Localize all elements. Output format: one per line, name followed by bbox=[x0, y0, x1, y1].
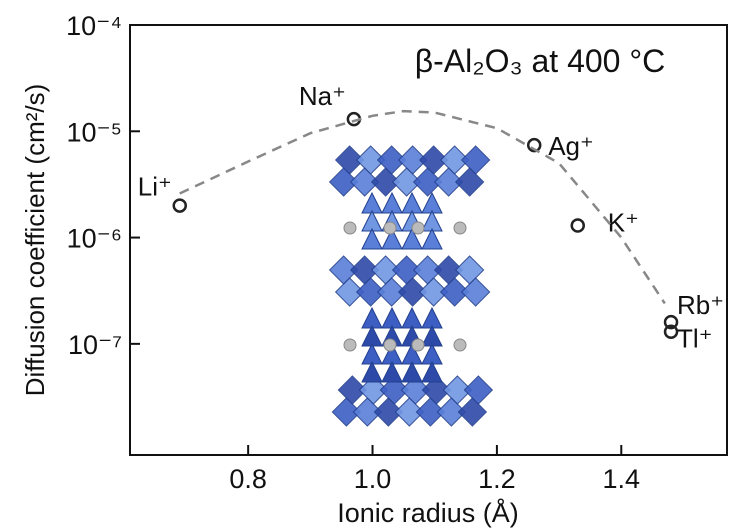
sphere bbox=[344, 339, 356, 351]
sphere bbox=[454, 339, 466, 351]
sphere bbox=[384, 339, 396, 351]
polyhedron bbox=[458, 398, 486, 426]
point-label: Rb⁺ bbox=[677, 290, 724, 320]
polyhedron bbox=[382, 362, 402, 382]
chart: β-Al₂O₃ at 400 °C Ionic radius (Å) Diffu… bbox=[0, 0, 731, 528]
polyhedron bbox=[456, 256, 484, 284]
polyhedron bbox=[422, 362, 442, 382]
polyhedron bbox=[422, 229, 442, 249]
y-tick-label: 10⁻⁴ bbox=[66, 11, 122, 41]
point-label: Li⁺ bbox=[138, 172, 172, 202]
x-tick-label: 1.2 bbox=[478, 464, 516, 494]
polyhedron bbox=[362, 362, 382, 382]
data-point bbox=[572, 219, 584, 231]
sphere bbox=[344, 222, 356, 234]
sphere bbox=[384, 222, 396, 234]
point-label: Ag⁺ bbox=[548, 131, 594, 161]
polyhedron bbox=[462, 278, 490, 306]
y-tick-label: 10⁻⁶ bbox=[67, 224, 122, 254]
sphere bbox=[454, 222, 466, 234]
point-label: Tl⁺ bbox=[677, 324, 712, 354]
y-tick-label: 10⁻⁵ bbox=[67, 117, 122, 147]
y-axis-label: Diffusion coefficient (cm²/s) bbox=[20, 84, 50, 397]
x-axis-label: Ionic radius (Å) bbox=[337, 497, 519, 528]
data-point bbox=[174, 200, 186, 212]
point-label: Na⁺ bbox=[299, 81, 346, 111]
crystal-structure bbox=[330, 146, 493, 426]
polyhedron bbox=[456, 168, 484, 196]
x-tick-label: 1.4 bbox=[603, 464, 641, 494]
polyhedron bbox=[464, 376, 492, 404]
chart-title: β-Al₂O₃ at 400 °C bbox=[415, 43, 666, 79]
x-tick-label: 0.8 bbox=[229, 464, 267, 494]
sphere bbox=[412, 222, 424, 234]
polyhedron bbox=[402, 362, 422, 382]
point-label: K⁺ bbox=[608, 207, 639, 237]
y-tick-label: 10⁻⁷ bbox=[68, 330, 122, 360]
polyhedron bbox=[462, 146, 490, 174]
sphere bbox=[412, 339, 424, 351]
polyhedron bbox=[362, 229, 382, 249]
x-tick-label: 1.0 bbox=[354, 464, 392, 494]
